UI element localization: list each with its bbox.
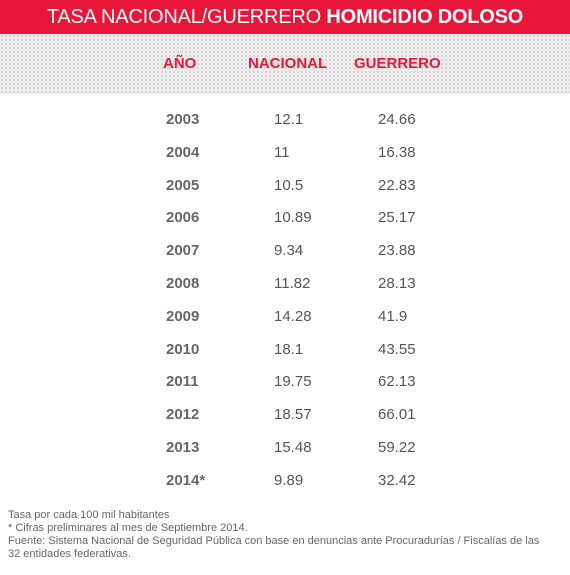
- table-cell-year: 2011: [166, 373, 199, 390]
- table-cell-year: 2004: [166, 144, 200, 161]
- table-cell-year: 2005: [166, 177, 200, 194]
- table-cell-guerrero: 32.42: [378, 472, 416, 489]
- table-cell-year: 2007: [166, 242, 200, 259]
- table-cell-nacional: 11.82: [274, 275, 311, 292]
- table-cell-guerrero: 43.55: [378, 341, 416, 358]
- table-cell-guerrero: 41.9: [378, 308, 408, 325]
- column-header-guerrero: GUERRERO: [354, 55, 441, 72]
- table-cell-guerrero: 66.01: [378, 406, 416, 423]
- table-cell-year: 2003: [166, 111, 200, 128]
- table-cell-nacional: 12.1: [274, 111, 304, 128]
- table-cell-nacional: 11: [274, 144, 290, 161]
- table-cell-nacional: 10.89: [274, 209, 312, 226]
- footnote-line: Tasa por cada 100 mil habitantes: [8, 509, 170, 521]
- table-cell-nacional: 14.28: [274, 308, 312, 325]
- header-band: [0, 34, 570, 94]
- title-emphasis: HOMICIDIO DOLOSO: [326, 6, 524, 28]
- table-cell-guerrero: 16.38: [378, 144, 416, 161]
- table-cell-guerrero: 25.17: [378, 209, 416, 226]
- title-prefix: TASA NACIONAL/GUERRERO: [46, 6, 327, 28]
- table-cell-guerrero: 28.13: [378, 275, 416, 292]
- table-cell-nacional: 10.5: [274, 177, 304, 194]
- table-cell-guerrero: 23.88: [378, 242, 416, 259]
- footnote-line: 32 entidades federativas.: [8, 548, 131, 560]
- column-header-nacional: NACIONAL: [248, 55, 328, 72]
- table-cell-year: 2010: [166, 341, 200, 358]
- table-cell-year: 2008: [166, 275, 200, 292]
- table-cell-year: 2012: [166, 406, 200, 423]
- table-cell-year: 2013: [166, 439, 200, 456]
- table-cell-nacional: 9.89: [274, 472, 304, 489]
- table-cell-guerrero: 22.83: [378, 177, 416, 194]
- footnote-line: Fuente: Sistema Nacional de Seguridad Pú…: [8, 535, 540, 547]
- table-cell-year: 2009: [166, 308, 200, 325]
- table-cell-nacional: 9.34: [274, 242, 304, 259]
- table-cell-nacional: 19.75: [274, 373, 312, 390]
- title-bar: TASA NACIONAL/GUERRERO HOMICIDIO DOLOSO: [0, 0, 570, 34]
- table-cell-year: 2014*: [166, 472, 206, 489]
- table-cell-guerrero: 62.13: [378, 373, 416, 390]
- footnote-line: * Cifras preliminares al mes de Septiemb…: [8, 522, 248, 534]
- table-cell-nacional: 18.1: [274, 341, 304, 358]
- column-header-year: AÑO: [163, 55, 197, 72]
- table-cell-nacional: 18.57: [274, 406, 312, 423]
- table-cell-nacional: 15.48: [274, 439, 312, 456]
- table-cell-guerrero: 24.66: [378, 111, 416, 128]
- table-cell-year: 2006: [166, 209, 200, 226]
- table-cell-guerrero: 59.22: [378, 439, 416, 456]
